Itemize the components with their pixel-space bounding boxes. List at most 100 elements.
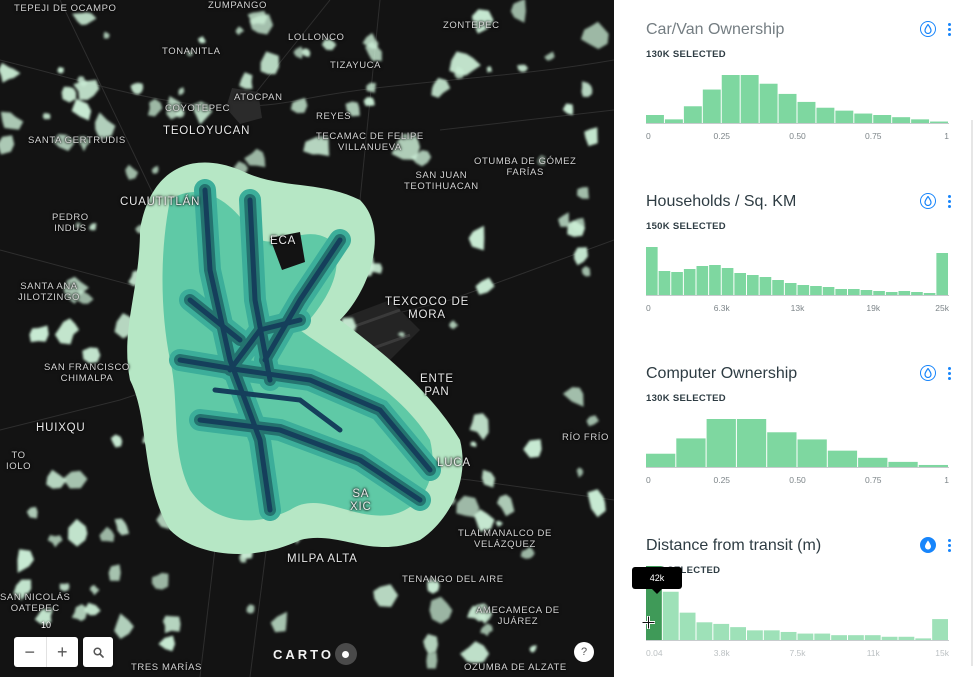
histogram-bar[interactable] (923, 293, 936, 295)
more-vertical-icon[interactable] (946, 192, 952, 210)
histogram-bar[interactable] (858, 457, 888, 467)
histogram-bar[interactable] (822, 287, 835, 295)
tick-label: 0.50 (789, 475, 806, 485)
color-by-button[interactable] (920, 21, 936, 37)
histogram-bar[interactable] (747, 275, 759, 295)
histogram-bar[interactable] (873, 115, 892, 123)
histogram-bar[interactable] (835, 110, 854, 123)
color-by-button-active[interactable] (920, 537, 936, 553)
histogram-bar[interactable] (658, 271, 671, 295)
histogram[interactable] (646, 245, 950, 321)
histogram-bar[interactable] (646, 115, 664, 123)
histogram-bar[interactable] (696, 266, 709, 295)
histogram-bar[interactable] (860, 290, 873, 295)
histogram-bar[interactable] (759, 277, 772, 295)
histogram-bar[interactable] (932, 619, 948, 640)
town-area (586, 415, 599, 427)
map-view[interactable]: TEPEJI DE OCAMPO ZUMPANGO TONANITLA ATOCPAN… (0, 0, 614, 677)
histogram[interactable] (646, 417, 950, 493)
widgets-sidebar[interactable]: Car/Van Ownership 130K SELECTED 0 0.25 0.5… (614, 0, 980, 677)
histogram-bar[interactable] (713, 623, 730, 640)
histogram-bar[interactable] (646, 453, 676, 467)
histogram-bar[interactable] (898, 291, 911, 295)
histogram-bar[interactable] (736, 419, 767, 467)
histogram-bar[interactable] (835, 289, 848, 295)
histogram-bar[interactable] (721, 268, 734, 295)
histogram-bar[interactable] (740, 75, 759, 123)
histogram-bar[interactable] (797, 633, 814, 640)
histogram-bar[interactable] (709, 265, 721, 295)
histogram-bar[interactable] (721, 75, 740, 123)
histogram-bar[interactable] (671, 272, 683, 295)
histogram-bar[interactable] (730, 627, 746, 640)
place-label-reyes: REYES (316, 111, 352, 122)
histogram-bar[interactable] (848, 635, 864, 640)
histogram-bar[interactable] (797, 101, 816, 123)
histogram-bar[interactable] (911, 119, 930, 123)
histogram-bar[interactable] (772, 280, 784, 295)
histogram-bar[interactable] (881, 636, 898, 640)
histogram[interactable] (646, 564, 950, 640)
histogram-bar[interactable] (797, 439, 827, 467)
histogram-bar[interactable] (763, 630, 780, 640)
map-canvas[interactable] (0, 0, 614, 677)
help-button[interactable]: ? (574, 642, 594, 662)
place-label-tres_marias: TRES MARÍAS (131, 662, 202, 673)
zoom-out-button[interactable]: − (24, 642, 35, 662)
sidebar-scrollbar[interactable] (971, 120, 973, 666)
histogram-bar[interactable] (759, 83, 778, 123)
histogram-bar[interactable] (676, 438, 706, 467)
more-vertical-icon[interactable] (946, 536, 952, 554)
town-area (470, 441, 477, 447)
histogram-bar[interactable] (915, 638, 932, 640)
histogram-bar[interactable] (892, 117, 911, 123)
histogram-bar[interactable] (696, 622, 713, 640)
color-by-button[interactable] (920, 365, 936, 381)
histogram-bar[interactable] (646, 247, 658, 295)
histogram-bar[interactable] (747, 630, 763, 640)
histogram-bar[interactable] (888, 461, 918, 467)
histogram-bar[interactable] (767, 432, 797, 467)
histogram-bar[interactable] (885, 292, 898, 295)
histogram-bar[interactable] (911, 292, 923, 295)
histogram-bar[interactable] (930, 121, 948, 123)
search-button[interactable] (83, 637, 113, 667)
more-vertical-icon[interactable] (946, 364, 952, 382)
histogram-bar[interactable] (814, 633, 831, 640)
histogram-bar[interactable] (784, 283, 797, 295)
town-area (481, 469, 495, 488)
histogram-bar[interactable] (918, 464, 948, 467)
town-area (517, 64, 529, 72)
histogram-bar[interactable] (873, 291, 885, 295)
histogram-bar[interactable] (662, 591, 679, 640)
color-by-button[interactable] (920, 193, 936, 209)
more-vertical-icon[interactable] (946, 20, 952, 38)
histogram[interactable] (646, 73, 950, 149)
histogram-bar[interactable] (816, 107, 835, 123)
tick-label: 6.3k (713, 303, 730, 313)
histogram-bar[interactable] (780, 631, 797, 640)
histogram-bar[interactable] (683, 106, 702, 123)
histogram-bar[interactable] (797, 285, 810, 295)
histogram-bar[interactable] (702, 89, 721, 123)
histogram-bar[interactable] (831, 635, 847, 640)
zoom-in-button[interactable]: + (45, 637, 79, 667)
town-area (47, 535, 63, 548)
histogram-bar[interactable] (898, 636, 915, 640)
histogram-bar[interactable] (734, 273, 747, 295)
histogram-bar[interactable] (810, 286, 822, 295)
histogram-bar[interactable] (936, 253, 949, 295)
histogram-bar[interactable] (854, 113, 873, 123)
histogram-bar[interactable] (706, 419, 736, 467)
histogram-bar[interactable] (778, 93, 797, 123)
tick-label: 0.25 (713, 131, 731, 141)
histogram-bar[interactable] (683, 269, 696, 295)
histogram-bar[interactable] (848, 289, 860, 295)
histogram-bar[interactable] (827, 450, 858, 467)
town-area (581, 266, 591, 277)
histogram-axis (646, 123, 949, 124)
histogram-bar[interactable] (664, 119, 683, 123)
histogram-bar[interactable] (864, 635, 881, 640)
town-area (391, 133, 421, 160)
histogram-bar[interactable] (679, 612, 696, 640)
